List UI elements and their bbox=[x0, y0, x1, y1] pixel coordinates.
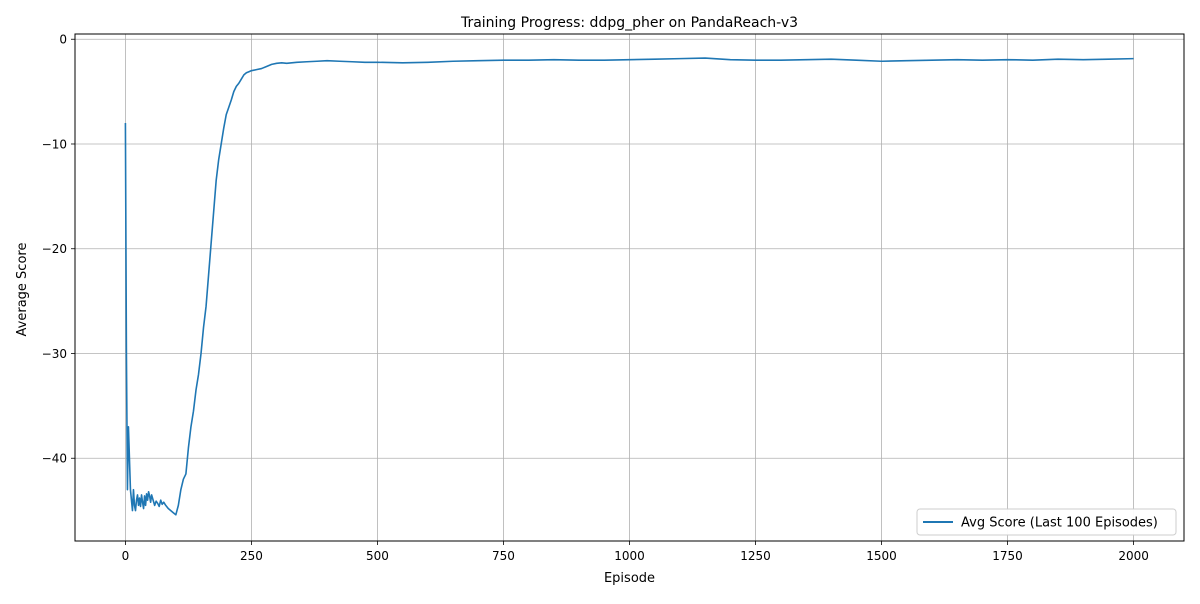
legend-label: Avg Score (Last 100 Episodes) bbox=[961, 516, 1158, 531]
legend-box bbox=[916, 508, 1177, 536]
x-tick-label: 500 bbox=[366, 549, 389, 563]
y-tick-label: −30 bbox=[42, 347, 67, 361]
y-tick-label: −10 bbox=[42, 137, 67, 151]
chart-title: Training Progress: ddpg_pher on PandaRea… bbox=[460, 15, 798, 31]
tick-layer: 0 250 500 750 1000 1250 1500 1750 2000 0 −10 −20 −30… bbox=[42, 33, 1149, 563]
y-tick-label: −20 bbox=[42, 242, 67, 256]
x-tick-label: 250 bbox=[240, 549, 263, 563]
x-tick-label: 0 bbox=[122, 549, 130, 563]
y-tick-label: 0 bbox=[59, 33, 67, 47]
x-tick-label: 2000 bbox=[1118, 549, 1149, 563]
legend: Avg Score (Last 100 Episodes) bbox=[916, 508, 1177, 536]
x-tick-label: 1000 bbox=[614, 549, 645, 563]
y-tick-label: −40 bbox=[42, 452, 67, 466]
series-line bbox=[124, 57, 1134, 516]
x-tick-label: 1750 bbox=[992, 549, 1023, 563]
y-axis-label: Average Score bbox=[15, 243, 30, 337]
plot-frame bbox=[74, 33, 1185, 542]
x-axis-label: Episode bbox=[604, 571, 655, 586]
grid-layer bbox=[75, 34, 1184, 541]
x-tick-label: 1500 bbox=[866, 549, 897, 563]
x-tick-label: 1250 bbox=[740, 549, 771, 563]
x-tick-label: 750 bbox=[492, 549, 515, 563]
series-layer bbox=[124, 57, 1134, 516]
